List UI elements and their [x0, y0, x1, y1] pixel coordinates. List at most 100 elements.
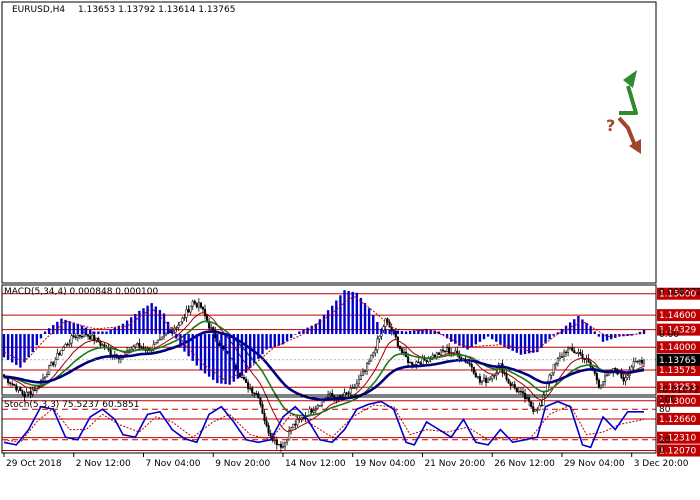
candle-body — [366, 363, 369, 372]
candle-body — [487, 379, 490, 383]
candle-body — [521, 391, 525, 394]
stoch-title: Stoch(5,3,3) 75.5237 60.5851 — [4, 400, 139, 410]
candle-body — [267, 425, 270, 434]
candle-body — [11, 383, 14, 385]
candle-body — [468, 362, 471, 365]
candle-body — [577, 351, 580, 354]
level-price-tag — [657, 444, 700, 457]
candle-body — [378, 335, 381, 340]
candle-body — [630, 366, 633, 371]
level-price-label: 1.13575 — [659, 366, 696, 376]
macd-bar — [236, 334, 240, 379]
candle-body — [27, 391, 30, 393]
candle-body — [421, 357, 424, 365]
macd-bar — [396, 330, 400, 335]
candle-body — [154, 342, 157, 345]
time-tick-label: 3 Dec 20:00 — [634, 459, 689, 469]
candle-body — [240, 376, 243, 379]
candle-body — [31, 389, 34, 395]
macd-bar — [113, 327, 116, 335]
macd-bar — [339, 295, 342, 335]
candle-body — [536, 409, 539, 411]
macd-tick-label: 0.00 — [659, 330, 679, 340]
macd-bar — [117, 325, 121, 335]
candle-body — [95, 337, 98, 342]
macd-bar — [499, 334, 502, 345]
candle-body — [140, 346, 143, 348]
time-tick-label: 29 Oct 2018 — [6, 459, 62, 469]
stoch-tick-label: 20 — [659, 436, 671, 446]
level-price-tag — [657, 323, 700, 336]
candle-body — [603, 375, 607, 382]
level-price-tag — [657, 431, 700, 444]
candle-body — [7, 377, 10, 383]
macd-bar — [224, 334, 227, 385]
macd-bar — [248, 334, 252, 369]
candle-body — [398, 345, 401, 349]
candle-body — [507, 379, 510, 384]
candle-body — [158, 338, 161, 341]
macd-bar — [577, 315, 580, 335]
macd-bar — [179, 334, 182, 347]
candle-body — [382, 326, 385, 331]
macd-bar — [413, 330, 416, 335]
candle-body — [638, 360, 641, 362]
candle-body — [76, 335, 79, 339]
candle-body — [419, 362, 422, 365]
macd-bar — [532, 334, 535, 353]
macd-bar — [544, 334, 547, 344]
candle-body — [599, 384, 602, 388]
macd-bar — [27, 334, 30, 358]
macd-bar — [298, 331, 301, 335]
macd-bar — [216, 334, 219, 384]
macd-bar — [404, 331, 408, 335]
macd-bar — [154, 306, 157, 335]
candle-body — [636, 360, 639, 363]
candle-body — [466, 361, 469, 364]
candle-body — [573, 350, 576, 354]
candle-body — [347, 392, 350, 394]
candle-body — [562, 351, 566, 357]
macd-bar — [314, 323, 317, 335]
macd-bar — [367, 308, 371, 335]
ma-slow-blue — [3, 330, 645, 401]
candle-body — [353, 387, 356, 389]
candle-body — [376, 338, 379, 351]
candle-body — [281, 446, 285, 448]
candle-body — [226, 351, 229, 354]
macd-bar — [351, 291, 354, 335]
macd-bar — [273, 334, 276, 347]
candle-body — [400, 348, 403, 354]
candle-body — [515, 387, 518, 393]
macd-bar — [417, 329, 420, 335]
stoch-tick-label: 100 — [659, 395, 676, 405]
candle-body — [482, 377, 486, 382]
time-tick-label: 19 Nov 04:00 — [355, 459, 416, 469]
stoch-tick-label: 80 — [659, 405, 671, 415]
candle-body — [294, 423, 297, 426]
macd-bar — [134, 314, 137, 335]
candle-body — [251, 388, 254, 394]
candle-body — [417, 361, 420, 363]
candle-body — [538, 405, 541, 411]
candle-body — [247, 382, 250, 390]
arrow-up-icon — [619, 85, 638, 115]
candle-body — [80, 336, 83, 338]
candle-body — [470, 363, 473, 368]
macd-bar — [593, 331, 596, 335]
candle-body — [606, 374, 609, 377]
macd-bar — [220, 334, 223, 384]
candle-body — [60, 350, 63, 356]
candle-body — [177, 324, 180, 328]
level-price-tag — [657, 381, 700, 394]
candle-body — [66, 344, 69, 346]
candle-body — [361, 371, 365, 376]
candle-body — [283, 441, 287, 447]
candle-body — [101, 344, 104, 346]
symbol-timeframe: EURUSD,H4 — [12, 5, 65, 15]
candle-body — [493, 375, 496, 377]
macd-bar — [175, 334, 178, 339]
macd-bar — [482, 334, 486, 340]
macd-bar — [47, 328, 51, 335]
